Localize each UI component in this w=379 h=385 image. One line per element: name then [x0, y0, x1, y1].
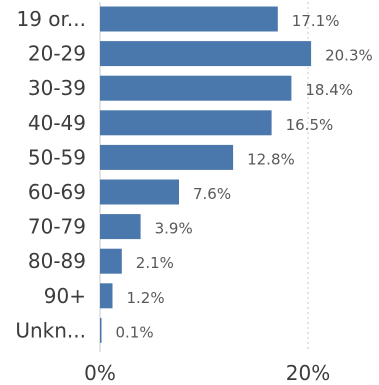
bar: [100, 179, 179, 205]
data-label: 0.1%: [116, 323, 154, 341]
data-label: 12.8%: [247, 150, 295, 168]
category-label: 30-39: [28, 76, 86, 100]
data-label: 7.6%: [193, 185, 231, 203]
bar: [100, 144, 234, 170]
x-tick-label: 0%: [84, 361, 116, 385]
category-label: 20-29: [28, 42, 86, 66]
bar: [100, 283, 113, 309]
bar: [100, 214, 141, 240]
x-tick-label: 20%: [286, 361, 330, 385]
category-label: 90+: [44, 284, 86, 308]
data-label: 18.4%: [305, 81, 353, 99]
category-label: 19 or...: [16, 7, 86, 31]
bar: [100, 317, 102, 343]
category-label: 80-89: [28, 249, 86, 273]
bar: [100, 6, 278, 32]
category-label: 60-69: [28, 180, 86, 204]
bar: [100, 110, 272, 136]
bar: [100, 248, 122, 274]
bar: [100, 75, 292, 101]
category-label: 70-79: [28, 215, 86, 239]
category-label: 50-59: [28, 145, 86, 169]
data-label: 1.2%: [127, 289, 165, 307]
data-label: 16.5%: [286, 116, 334, 134]
data-label: 2.1%: [136, 254, 174, 272]
data-label: 3.9%: [155, 220, 193, 238]
data-label: 20.3%: [325, 47, 373, 65]
category-label: 40-49: [28, 111, 86, 135]
bar: [100, 41, 312, 67]
data-label: 17.1%: [292, 12, 340, 30]
category-label: Unkn...: [15, 318, 86, 342]
